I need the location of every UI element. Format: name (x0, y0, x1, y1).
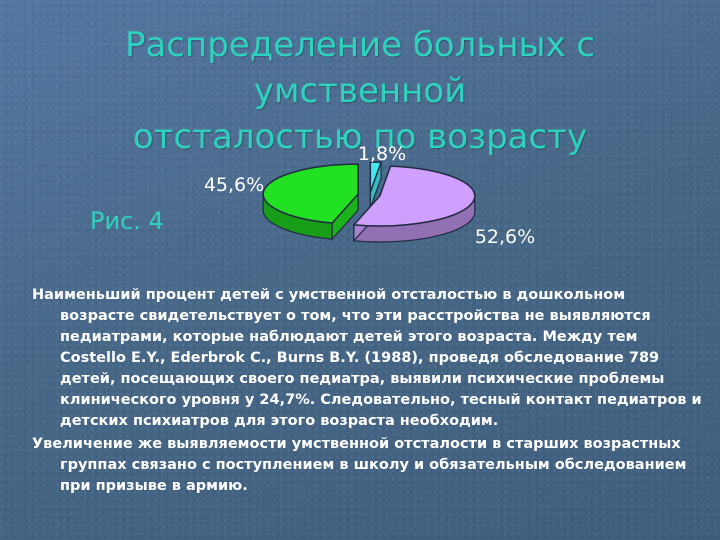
paragraph-1: Наименьший процент детей с умственной от… (32, 287, 702, 429)
paragraph-2: Увеличение же выявляемости умственной от… (32, 436, 687, 494)
body-text: Наименьший процент детей с умственной от… (32, 285, 702, 499)
pie-slice-2 (262, 163, 359, 224)
pie-chart: 1,8% 52,6% 45,6% (204, 143, 535, 248)
title-line-1: Распределение больных с умственной (124, 25, 596, 111)
pie-slice-0 (369, 161, 383, 193)
figure-label: Рис. 4 (90, 207, 164, 235)
slice-label-1: 52,6% (475, 226, 535, 248)
slice-label-0: 1,8% (358, 143, 406, 165)
slide-title: Распределение больных с умственной отста… (20, 22, 700, 160)
pie-slice-1 (352, 165, 476, 227)
slice-label-2: 45,6% (204, 174, 264, 196)
title-line-2: отсталостью по возрасту (132, 117, 588, 157)
pie-slices (262, 161, 476, 243)
